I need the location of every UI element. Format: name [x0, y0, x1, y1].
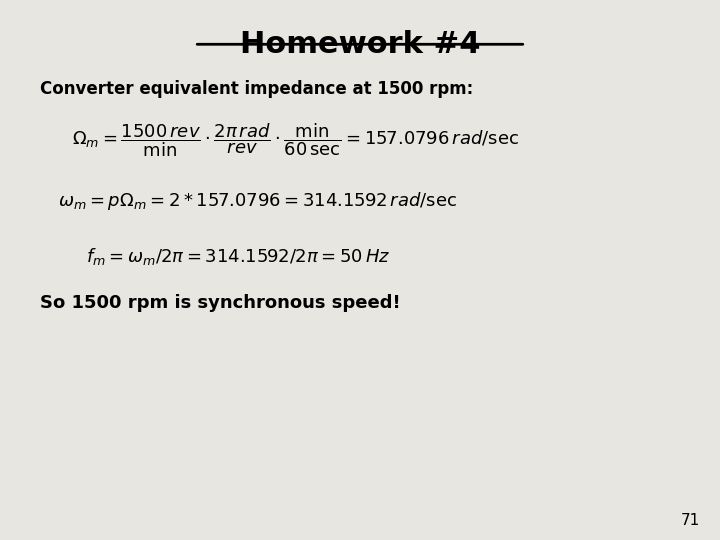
Text: $\omega_m = p\Omega_m = 2 * 157.0796 = 314.1592\,rad/\mathrm{sec}$: $\omega_m = p\Omega_m = 2 * 157.0796 = 3…	[58, 190, 456, 212]
Text: So 1500 rpm is synchronous speed!: So 1500 rpm is synchronous speed!	[40, 294, 400, 312]
Text: Homework #4: Homework #4	[240, 30, 480, 59]
Text: Converter equivalent impedance at 1500 rpm:: Converter equivalent impedance at 1500 r…	[40, 80, 473, 98]
Text: $f_m = \omega_m / 2\pi = 314.1592 / 2\pi = 50\,Hz$: $f_m = \omega_m / 2\pi = 314.1592 / 2\pi…	[86, 246, 391, 267]
Text: 71: 71	[680, 513, 700, 528]
Text: $\Omega_m = \dfrac{1500\,rev}{\min} \cdot \dfrac{2\pi\,rad}{rev} \cdot \dfrac{\m: $\Omega_m = \dfrac{1500\,rev}{\min} \cdo…	[72, 122, 519, 159]
